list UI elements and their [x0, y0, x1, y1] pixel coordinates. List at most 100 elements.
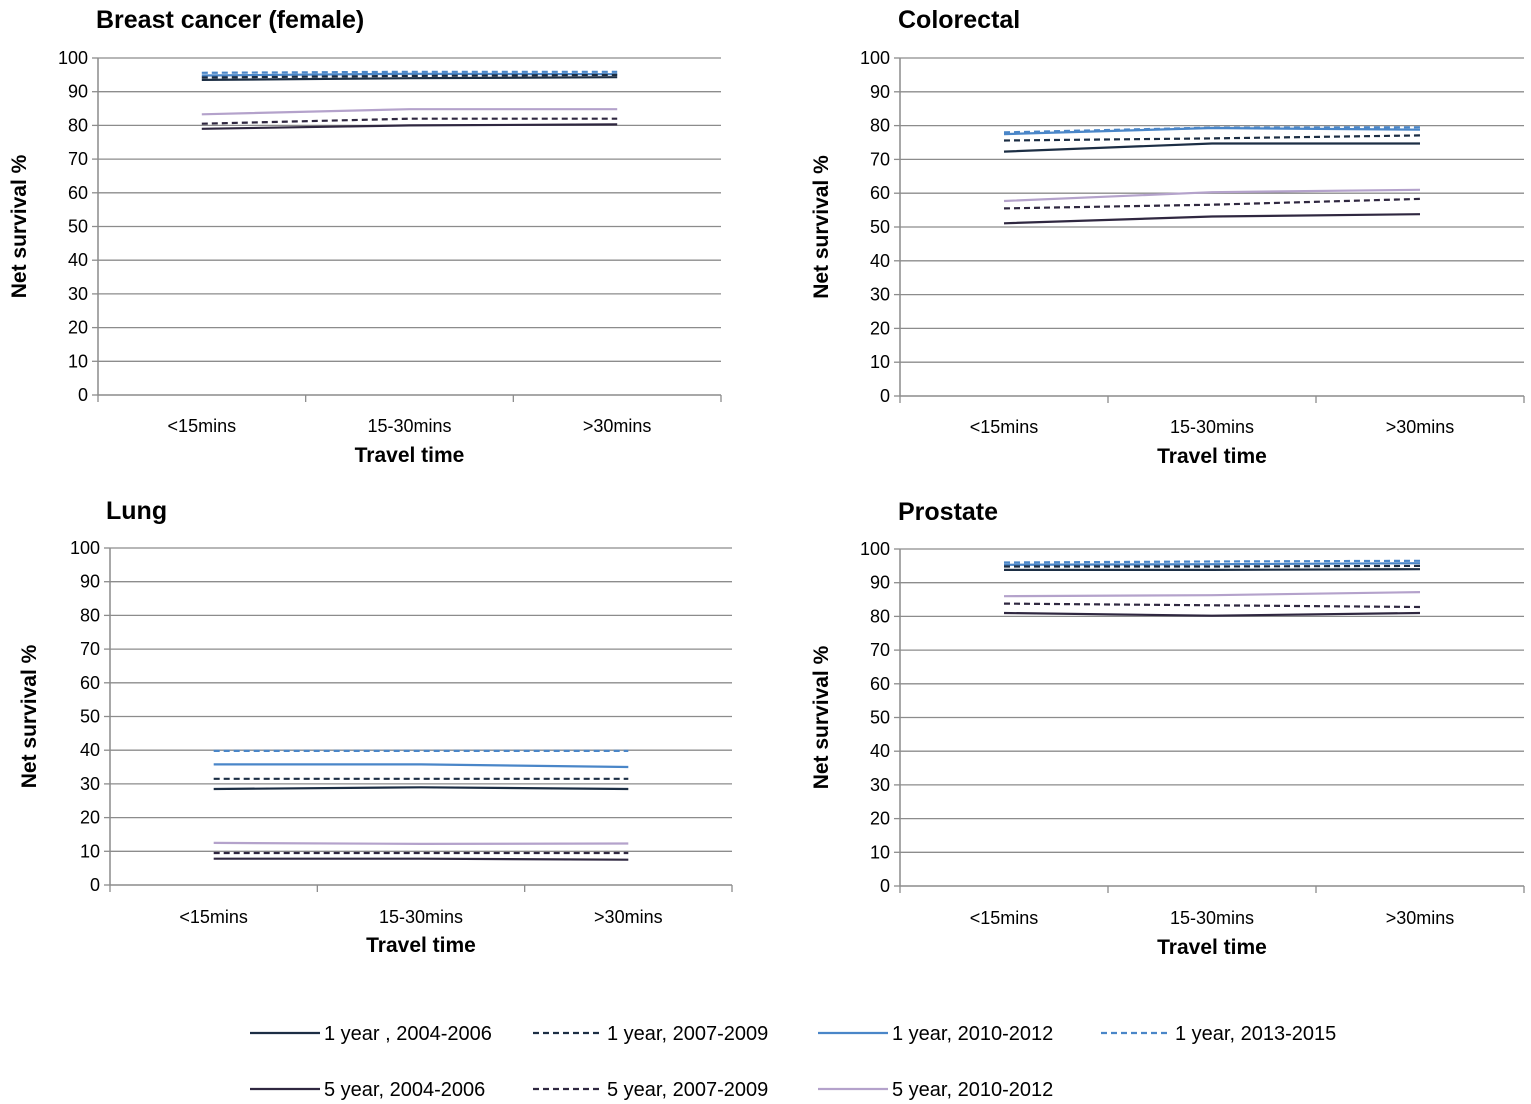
- legend-label: 5 year, 2010-2012: [892, 1079, 1053, 1101]
- chart-title: Lung: [106, 497, 167, 525]
- x-tick-label: >30mins: [583, 416, 652, 436]
- series-line-6: [1003, 197, 1421, 210]
- y-tick-label: 10: [68, 351, 88, 371]
- y-tick-label: 30: [80, 774, 100, 794]
- series-line-1: [1003, 142, 1420, 153]
- y-tick-label: 40: [870, 741, 890, 761]
- y-tick-label: 20: [870, 318, 890, 338]
- chart-panel-4: Prostate 0 10 20 30 40 50 60 70 80 90 100 <15mins 15-…: [810, 498, 1525, 959]
- legend-label: 1 year, 2007-2009: [607, 1023, 768, 1045]
- series-line-7: [1003, 591, 1421, 598]
- y-tick-label: 100: [860, 539, 890, 559]
- series-line-5: [213, 857, 629, 861]
- series-line-2: [1004, 564, 1421, 568]
- x-axis-label: Travel time: [355, 444, 465, 467]
- y-tick-label: 20: [80, 808, 100, 828]
- series-line-3: [1003, 562, 1421, 566]
- y-tick-label: 10: [80, 841, 100, 861]
- y-tick-label: 60: [870, 183, 890, 203]
- y-tick-label: 30: [68, 284, 88, 304]
- x-tick-label: <15mins: [168, 416, 237, 436]
- y-tick-label: 90: [870, 573, 890, 593]
- x-axis-label: Travel time: [366, 934, 476, 957]
- legend-label: 5 year, 2004-2006: [324, 1079, 485, 1101]
- x-tick-label: >30mins: [1386, 417, 1455, 437]
- y-tick-label: 0: [880, 876, 890, 896]
- y-tick-label: 100: [58, 48, 88, 68]
- legend: 1 year , 2004-2006 1 year, 2007-2009 1 yea…: [250, 1023, 1336, 1101]
- y-tick-label: 100: [70, 538, 100, 558]
- y-axis-label: Net survival %: [810, 645, 833, 789]
- series-line-1: [201, 76, 618, 81]
- y-tick-label: 20: [68, 318, 88, 338]
- y-tick-label: 70: [870, 149, 890, 169]
- y-tick-label: 60: [870, 674, 890, 694]
- y-tick-label: 80: [80, 605, 100, 625]
- y-tick-label: 50: [68, 217, 88, 237]
- y-tick-label: 80: [870, 606, 890, 626]
- series-line-7: [201, 108, 618, 116]
- y-tick-label: 10: [870, 352, 890, 372]
- y-tick-label: 30: [870, 285, 890, 305]
- y-tick-label: 40: [80, 740, 100, 760]
- y-tick-label: 40: [68, 250, 88, 270]
- series-line-3: [1003, 126, 1421, 136]
- series-line-4: [1003, 559, 1421, 564]
- chart-panel-1: Breast cancer (female) 0 10 20 30 40 50 60 70 80 9…: [8, 6, 722, 467]
- series-line-6: [201, 117, 618, 125]
- x-axis-label: Travel time: [1157, 445, 1267, 468]
- legend-label: 5 year, 2007-2009: [607, 1079, 768, 1101]
- y-tick-label: 0: [78, 385, 88, 405]
- series-line-3: [201, 72, 618, 77]
- y-axis-label: Net survival %: [18, 644, 41, 788]
- series-line-5: [1003, 213, 1421, 225]
- y-tick-label: 20: [870, 809, 890, 829]
- series-line-2: [1003, 134, 1421, 142]
- x-tick-label: <15mins: [179, 907, 248, 927]
- legend-label: 1 year, 2013-2015: [1175, 1023, 1336, 1045]
- y-tick-label: 70: [68, 149, 88, 169]
- series-line-7: [213, 841, 629, 846]
- y-tick-label: 70: [80, 639, 100, 659]
- chart-panel-3: Lung 0 10 20 30 40 50 60 70 80 90 100 <15mins 15-30mi…: [18, 497, 733, 957]
- x-tick-label: 15-30mins: [1170, 908, 1254, 928]
- x-axis-label: Travel time: [1157, 936, 1267, 959]
- x-tick-label: 15-30mins: [367, 416, 451, 436]
- y-tick-label: 80: [68, 115, 88, 135]
- chart-title: Colorectal: [898, 6, 1020, 34]
- y-tick-label: 40: [870, 251, 890, 271]
- y-tick-label: 10: [870, 842, 890, 862]
- legend-label: 1 year , 2004-2006: [324, 1023, 492, 1045]
- y-tick-label: 80: [870, 116, 890, 136]
- series-line-6: [1003, 602, 1421, 609]
- x-tick-label: >30mins: [594, 907, 663, 927]
- y-tick-label: 0: [90, 875, 100, 895]
- y-tick-label: 50: [80, 707, 100, 727]
- y-tick-label: 90: [80, 572, 100, 592]
- series-line-3: [213, 763, 629, 769]
- series-line-5: [1003, 611, 1421, 617]
- y-tick-label: 60: [80, 673, 100, 693]
- y-tick-label: 70: [870, 640, 890, 660]
- x-tick-label: >30mins: [1386, 908, 1455, 928]
- chart-title: Prostate: [898, 498, 998, 526]
- y-axis-label: Net survival %: [810, 155, 833, 299]
- x-tick-label: <15mins: [970, 908, 1039, 928]
- series-line-4: [201, 70, 618, 74]
- series-line-1: [1004, 568, 1421, 572]
- y-tick-label: 50: [870, 217, 890, 237]
- x-tick-label: 15-30mins: [379, 907, 463, 927]
- legend-label: 1 year, 2010-2012: [892, 1023, 1053, 1045]
- x-tick-label: 15-30mins: [1170, 417, 1254, 437]
- series-line-7: [1003, 188, 1421, 203]
- y-tick-label: 90: [870, 82, 890, 102]
- y-tick-label: 100: [860, 48, 890, 68]
- y-tick-label: 60: [68, 183, 88, 203]
- x-tick-label: <15mins: [970, 417, 1039, 437]
- series-line-5: [201, 123, 618, 130]
- chart-panel-2: Colorectal 0 10 20 30 40 50 60 70 80 90 100 <15mins 1…: [810, 6, 1525, 468]
- y-tick-label: 0: [880, 386, 890, 406]
- y-axis-label: Net survival %: [8, 154, 31, 298]
- y-tick-label: 30: [870, 775, 890, 795]
